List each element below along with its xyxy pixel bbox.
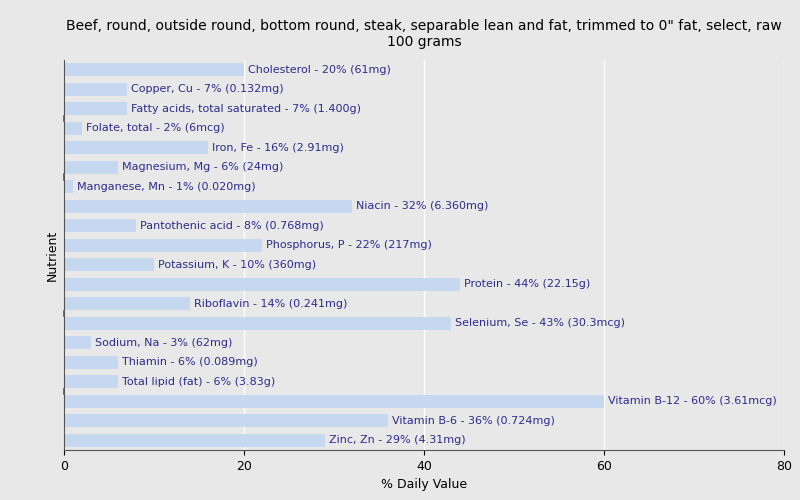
Bar [64,83,127,96]
Text: Folate, total - 2% (6mcg): Folate, total - 2% (6mcg) [86,123,224,133]
Text: Copper, Cu - 7% (0.132mg): Copper, Cu - 7% (0.132mg) [130,84,283,94]
Bar [64,239,262,252]
Text: Magnesium, Mg - 6% (24mg): Magnesium, Mg - 6% (24mg) [122,162,283,172]
Text: Protein - 44% (22.15g): Protein - 44% (22.15g) [464,279,590,289]
Bar [64,356,118,368]
Text: Selenium, Se - 43% (30.3mcg): Selenium, Se - 43% (30.3mcg) [454,318,625,328]
Bar [64,258,154,271]
Bar [64,317,451,330]
Text: Pantothenic acid - 8% (0.768mg): Pantothenic acid - 8% (0.768mg) [140,221,323,231]
Bar [64,434,325,446]
Text: Sodium, Na - 3% (62mg): Sodium, Na - 3% (62mg) [94,338,232,348]
Text: Manganese, Mn - 1% (0.020mg): Manganese, Mn - 1% (0.020mg) [77,182,255,192]
Bar [64,395,604,407]
Bar [64,122,82,134]
Bar [64,220,136,232]
Y-axis label: Nutrient: Nutrient [46,230,58,280]
Title: Beef, round, outside round, bottom round, steak, separable lean and fat, trimmed: Beef, round, outside round, bottom round… [66,19,782,49]
Bar [64,102,127,115]
Bar [64,298,190,310]
Text: Iron, Fe - 16% (2.91mg): Iron, Fe - 16% (2.91mg) [211,143,343,153]
Bar [64,336,91,349]
Text: Zinc, Zn - 29% (4.31mg): Zinc, Zn - 29% (4.31mg) [329,435,466,446]
Bar [64,278,460,290]
Text: Vitamin B-12 - 60% (3.61mcg): Vitamin B-12 - 60% (3.61mcg) [608,396,776,406]
Bar [64,414,388,427]
Text: Cholesterol - 20% (61mg): Cholesterol - 20% (61mg) [248,64,390,74]
Text: Phosphorus, P - 22% (217mg): Phosphorus, P - 22% (217mg) [266,240,431,250]
Bar [64,200,352,212]
Text: Riboflavin - 14% (0.241mg): Riboflavin - 14% (0.241mg) [194,298,347,308]
Bar [64,376,118,388]
X-axis label: % Daily Value: % Daily Value [381,478,467,492]
Bar [64,180,73,193]
Bar [64,161,118,173]
Bar [64,142,208,154]
Text: Potassium, K - 10% (360mg): Potassium, K - 10% (360mg) [158,260,316,270]
Text: Fatty acids, total saturated - 7% (1.400g): Fatty acids, total saturated - 7% (1.400… [130,104,361,114]
Bar [64,64,244,76]
Text: Total lipid (fat) - 6% (3.83g): Total lipid (fat) - 6% (3.83g) [122,377,275,387]
Text: Niacin - 32% (6.360mg): Niacin - 32% (6.360mg) [355,201,488,211]
Text: Vitamin B-6 - 36% (0.724mg): Vitamin B-6 - 36% (0.724mg) [392,416,554,426]
Text: Thiamin - 6% (0.089mg): Thiamin - 6% (0.089mg) [122,357,258,367]
